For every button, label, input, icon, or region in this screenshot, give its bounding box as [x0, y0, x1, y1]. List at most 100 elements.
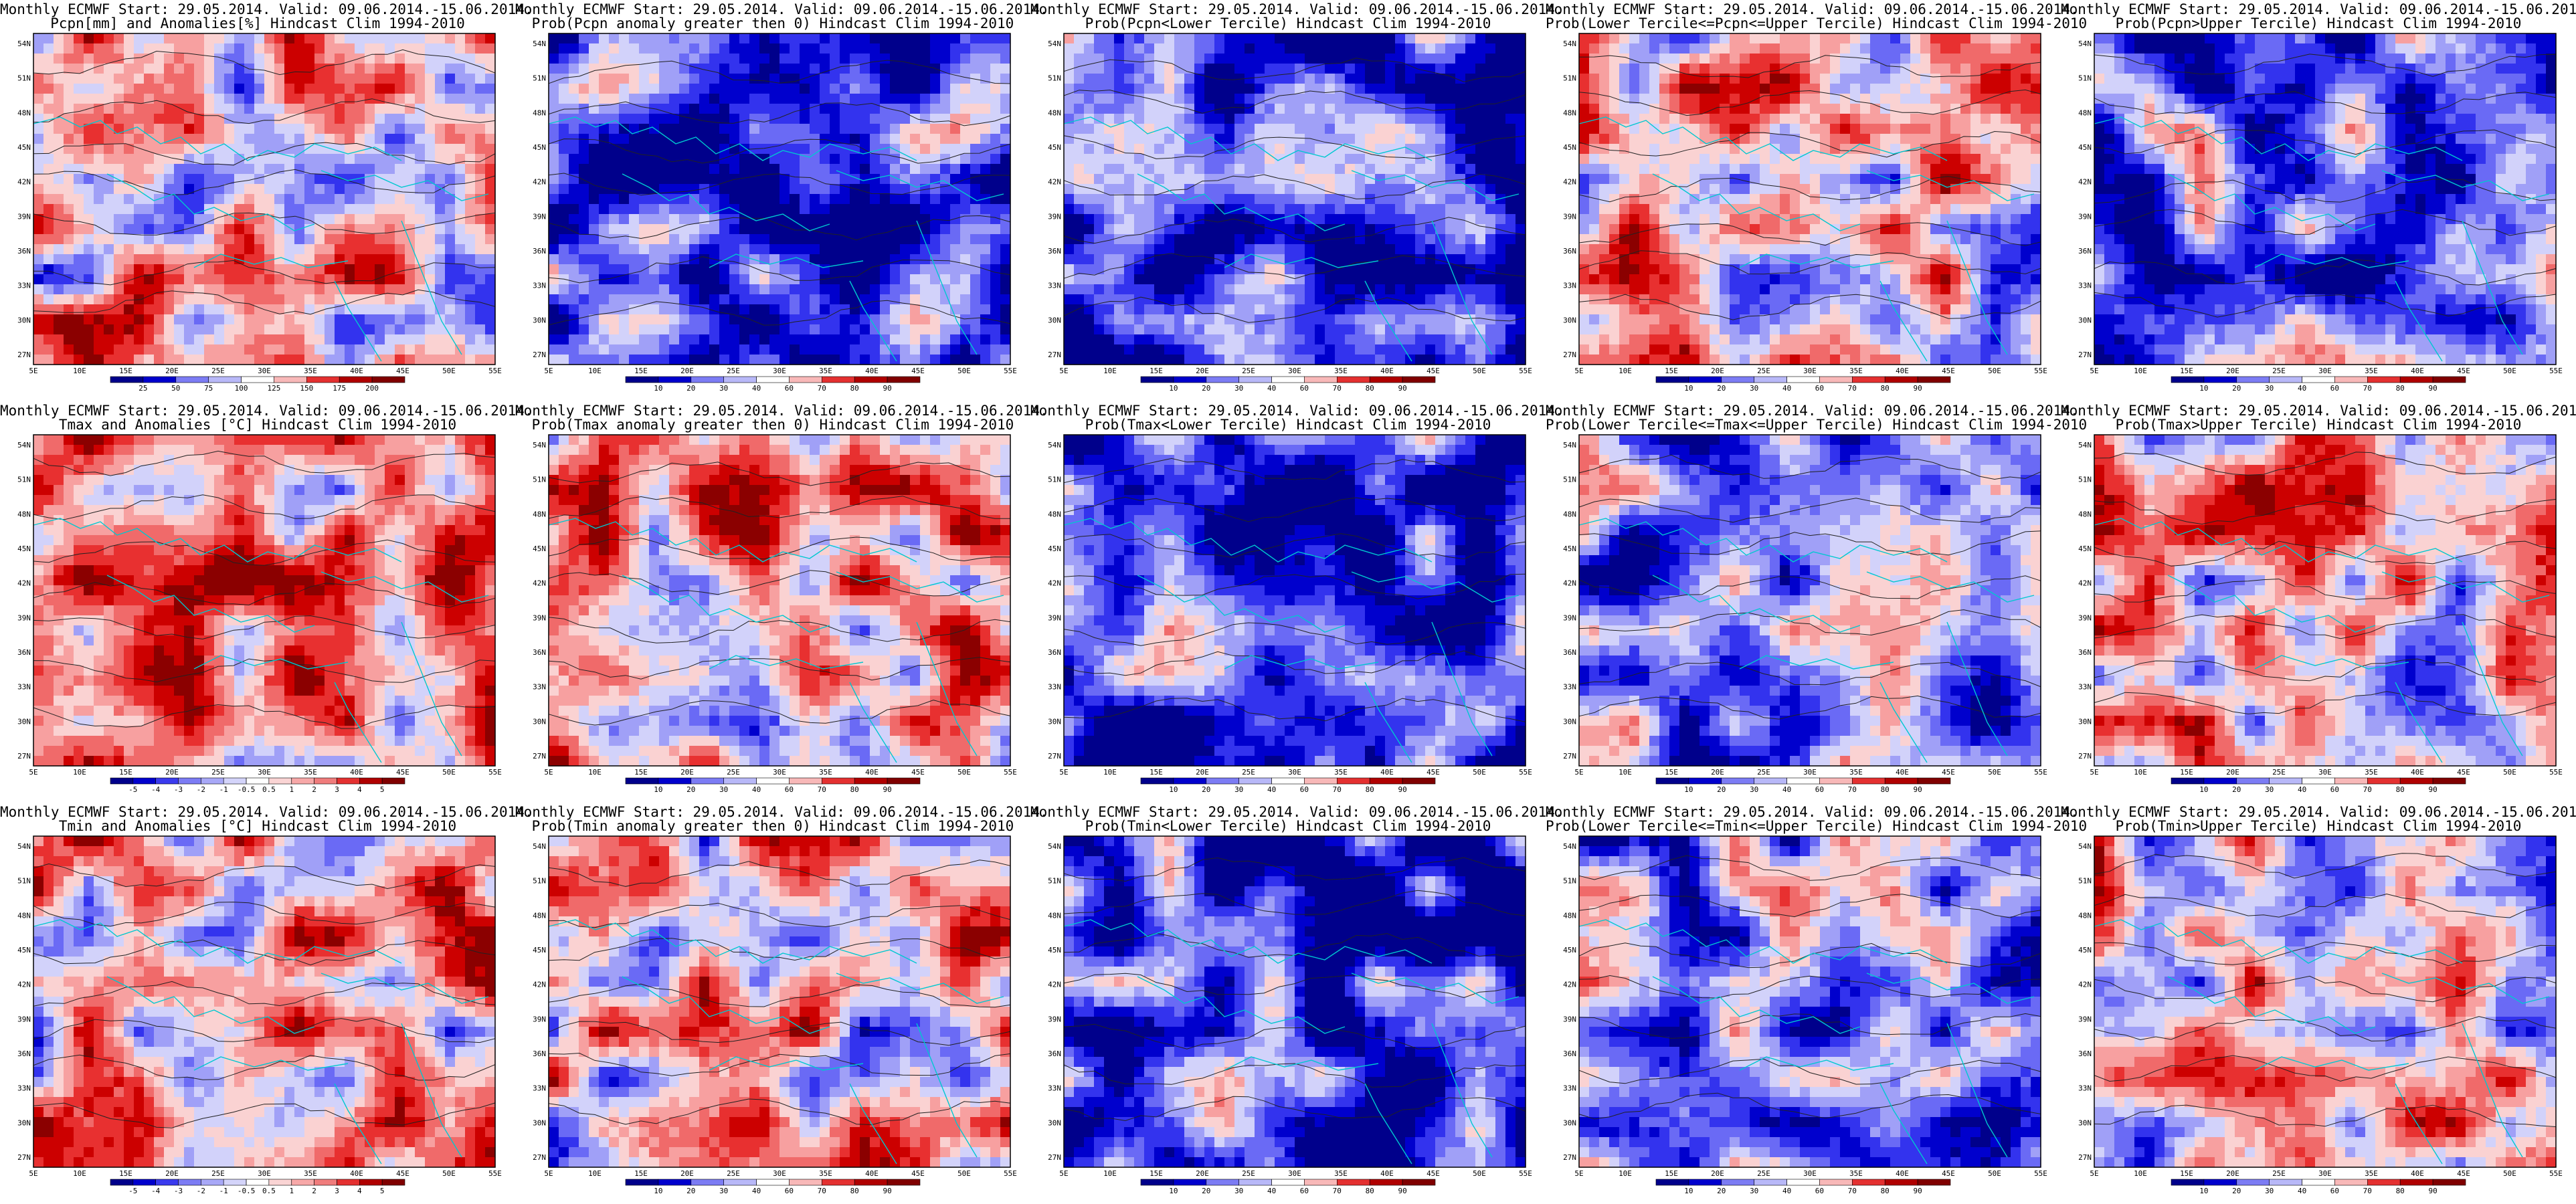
colorbar-tick-label: 60	[2330, 1187, 2339, 1195]
colorbar-tick-label: 20	[1202, 384, 1210, 393]
lat-tick-label: 45N	[533, 143, 546, 152]
lat-tick-label: 54N	[1048, 441, 1061, 449]
lon-tick-label: 45E	[2457, 1169, 2470, 1178]
map-figure: 54N 51N 48N 45N 42N 39N 36N 33N 30N 27N 5E 10E 15E 20…	[533, 434, 1017, 794]
lat-tick-label: 30N	[17, 316, 31, 324]
colorbar-swatch	[2203, 777, 2237, 785]
lon-tick-label: 15E	[1149, 367, 1163, 375]
colorbar-swatch	[1786, 1179, 1820, 1186]
map-frame	[1063, 434, 1526, 767]
colorbar-swatch	[143, 376, 177, 383]
lon-tick-label: 40E	[865, 367, 879, 375]
map-panel: Monthly ECMWF Start: 29.05.2014. Valid: …	[515, 401, 1048, 803]
colorbar-swatch	[887, 1179, 921, 1186]
contour-lines	[1578, 55, 2041, 320]
lat-tick-label: 33N	[2078, 282, 2092, 290]
colorbar-swatch	[1206, 777, 1239, 785]
colorbar-tick-label: 70	[2363, 1187, 2372, 1195]
lat-tick-label: 27N	[17, 350, 31, 359]
lat-tick-label: 42N	[2078, 579, 2092, 588]
coastlines	[1578, 919, 2035, 1165]
colorbar-swatch	[314, 777, 337, 785]
lon-tick-label: 40E	[865, 1169, 879, 1178]
lon-tick-label: 20E	[680, 1169, 694, 1178]
colorbar-tick-label: 70	[2363, 785, 2372, 794]
lon-tick-label: 10E	[1103, 367, 1117, 375]
colorbar-tick-label: 5	[380, 785, 385, 794]
colorbar-tick-label: 80	[1881, 384, 1890, 393]
lat-tick-label: 39N	[1048, 1015, 1061, 1023]
lat-tick-label: 45N	[17, 143, 31, 152]
lon-tick-label: 10E	[73, 367, 86, 375]
colorbar-tick-label: 10	[1169, 785, 1178, 794]
lat-tick-label: 36N	[1048, 247, 1061, 256]
lat-tick-label: 51N	[1563, 877, 1576, 886]
lat-tick-label: 45N	[533, 946, 546, 955]
colorbar-tick-label: 0.5	[262, 1187, 276, 1195]
colorbar-tick-label: 90	[1913, 785, 1922, 794]
lat-tick-label: 27N	[533, 752, 546, 761]
map-frame	[33, 835, 496, 1168]
map-frame	[1578, 835, 2041, 1168]
lon-tick-label: 10E	[73, 1169, 86, 1178]
lon-tick-label: 55E	[2549, 367, 2563, 375]
colorbar-swatch	[1851, 1179, 1885, 1186]
map-frame	[1063, 835, 1526, 1168]
lat-tick-label: 36N	[1563, 1049, 1576, 1058]
map-figure: 54N 51N 48N 45N 42N 39N 36N 33N 30N 27N 5E 10E 15E 20…	[1563, 33, 2047, 393]
colorbar-swatch	[2302, 1179, 2335, 1186]
lat-tick-label: 36N	[2078, 648, 2092, 657]
colorbar-swatch	[155, 777, 179, 785]
lon-tick-label: 50E	[2503, 1169, 2516, 1178]
lat-tick-label: 42N	[17, 579, 31, 588]
colorbar-swatch	[2399, 376, 2433, 383]
colorbar-swatch	[2171, 1179, 2205, 1186]
colorbar-tick-label: 60	[785, 785, 794, 794]
map-panel: Monthly ECMWF Start: 29.05.2014. Valid: …	[1546, 803, 2087, 1204]
panel-header: Monthly ECMWF Start: 29.05.2014. Valid: …	[2061, 2, 2576, 17]
colorbar-swatch	[658, 376, 692, 383]
lat-tick-label: 36N	[17, 648, 31, 657]
lon-tick-label: 45E	[911, 768, 925, 777]
contour-lines	[1063, 857, 1526, 1121]
lat-tick-label: 51N	[17, 74, 31, 83]
colorbar-tick-label: 70	[818, 785, 826, 794]
colorbar-swatch	[1304, 1179, 1338, 1186]
contour-lines	[2094, 452, 2557, 716]
lat-tick-label: 27N	[17, 1153, 31, 1162]
colorbar-tick-label: 10	[1169, 1187, 1178, 1195]
colorbar-tick-label: 30	[2265, 1187, 2274, 1195]
colorbar-tick-label: 90	[1913, 1187, 1922, 1195]
lat-tick-label: 33N	[1563, 1084, 1576, 1093]
colorbar-tick-label: 20	[1717, 785, 1726, 794]
lat-tick-label: 33N	[2078, 1084, 2092, 1093]
lon-tick-label: 30E	[1288, 1169, 1301, 1178]
colorbar-tick-label: 50	[171, 384, 180, 393]
colorbar-tick-label: 20	[1202, 785, 1210, 794]
lon-tick-label: 20E	[1196, 768, 1209, 777]
lat-tick-label: 39N	[2078, 212, 2092, 221]
lat-tick-label: 42N	[1048, 579, 1061, 588]
colorbar-swatch	[1884, 777, 1918, 785]
coastlines	[548, 116, 1004, 362]
lat-tick-label: 54N	[17, 39, 31, 48]
colorbar-tick-label: -5	[128, 1187, 137, 1195]
colorbar-swatch	[1688, 1179, 1722, 1186]
lat-tick-label: 51N	[1048, 877, 1061, 886]
colorbar-swatch	[854, 777, 888, 785]
lon-tick-label: 20E	[165, 367, 179, 375]
colorbar-tick-label: 30	[719, 1187, 728, 1195]
colorbar-swatch	[1819, 1179, 1853, 1186]
lon-tick-label: 50E	[2503, 768, 2516, 777]
map-panel: Monthly ECMWF Start: 29.05.2014. Valid: …	[2061, 0, 2576, 401]
colorbar-swatch	[756, 376, 790, 383]
colorbar-tick-label: 40	[1782, 1187, 1791, 1195]
lon-tick-label: 50E	[1473, 1169, 1486, 1178]
lon-tick-label: 55E	[1004, 768, 1017, 777]
lon-tick-label: 20E	[1196, 1169, 1209, 1178]
lon-tick-label: 20E	[1711, 768, 1724, 777]
lon-tick-label: 50E	[1988, 768, 2001, 777]
lon-tick-label: 10E	[2134, 1169, 2147, 1178]
colorbar-swatch	[1271, 376, 1305, 383]
lat-tick-label: 51N	[17, 476, 31, 484]
